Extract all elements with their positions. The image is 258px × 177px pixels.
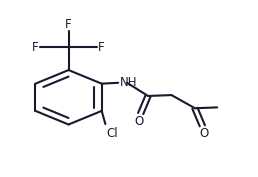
Text: F: F [32,41,39,54]
Text: NH: NH [120,76,138,89]
Text: Cl: Cl [107,127,118,140]
Text: F: F [98,41,105,54]
Text: O: O [199,127,208,140]
Text: F: F [65,18,72,31]
Text: O: O [135,115,144,128]
